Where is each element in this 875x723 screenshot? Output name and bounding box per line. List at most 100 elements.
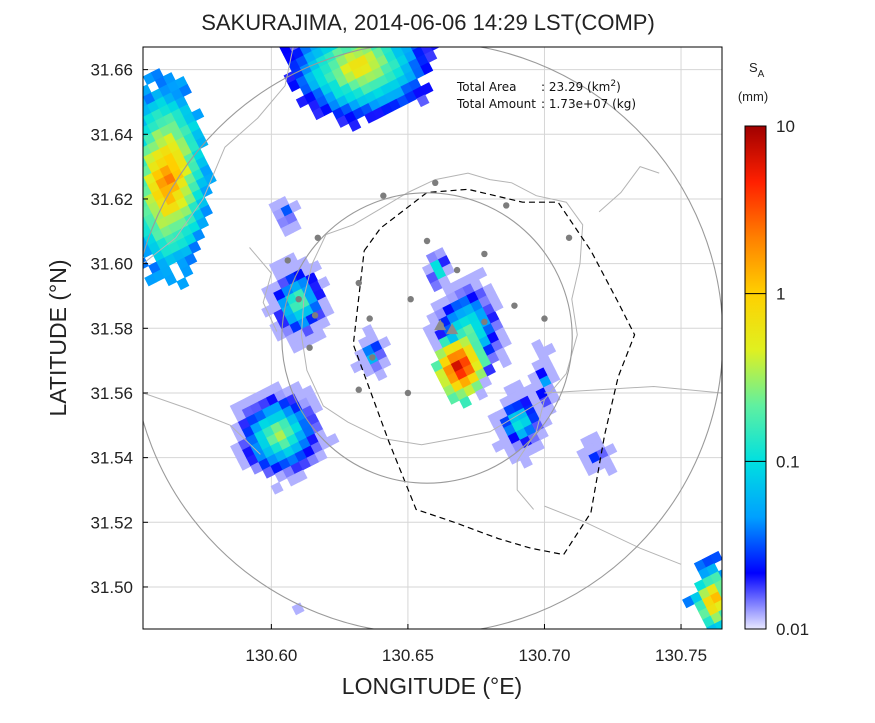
heatmap-cell xyxy=(604,443,618,456)
heatmap-cell xyxy=(203,172,217,186)
heatmap-cell xyxy=(143,257,149,271)
station-marker xyxy=(314,234,321,241)
heatmap-cell xyxy=(531,439,545,453)
station-marker xyxy=(407,296,414,303)
heatmap-cell xyxy=(547,370,561,384)
station-marker xyxy=(284,257,291,264)
x-tick-label: 130.60 xyxy=(245,646,297,665)
total-area-label: Total Area xyxy=(456,80,516,94)
colorbar-tick-label: 0.01 xyxy=(776,620,809,639)
ash-heatmap xyxy=(143,34,735,629)
heatmap-cell xyxy=(179,83,192,97)
coastline-segment xyxy=(143,47,294,264)
total-area-unit-sup: 2 xyxy=(610,79,616,89)
station-marker xyxy=(432,179,439,186)
stats-annotation: Total Area : 23.29 (km2) Total Amount : … xyxy=(456,79,636,111)
heatmap-cell xyxy=(335,47,349,48)
heatmap-cell xyxy=(192,228,206,242)
station-marker xyxy=(565,234,573,241)
heatmap-cell xyxy=(374,368,388,382)
station-marker xyxy=(366,315,373,322)
crater-markers xyxy=(434,319,459,335)
heatmap-cell xyxy=(722,615,735,628)
colorbar-tick-label: 10 xyxy=(776,117,795,136)
y-tick-label: 31.64 xyxy=(90,125,133,144)
coastline-segment xyxy=(598,166,660,213)
colorbar-title: SA xyxy=(749,60,765,80)
station-marker xyxy=(306,344,313,351)
heatmap-cell xyxy=(143,168,145,182)
y-tick-label: 31.52 xyxy=(90,513,133,532)
total-amount-label: Total Amount xyxy=(456,97,536,111)
radar-range-rings xyxy=(143,47,722,629)
y-tick-label: 31.60 xyxy=(90,255,133,274)
crater-triangle xyxy=(446,323,459,335)
heatmap-cell xyxy=(295,47,309,48)
heatmap-cell xyxy=(459,395,473,409)
coastline-segment xyxy=(143,392,261,455)
y-tick-label: 31.66 xyxy=(90,61,133,80)
station-marker xyxy=(311,312,319,319)
heatmap-cell xyxy=(722,575,735,588)
total-area-number: : 23.29 (km xyxy=(541,80,610,94)
heatmap-cell xyxy=(313,328,327,342)
coastline xyxy=(143,47,722,565)
coastline-segment xyxy=(300,172,584,446)
heatmap-cell xyxy=(543,403,557,417)
heatmap-cell xyxy=(378,356,392,370)
heatmap-cell xyxy=(483,363,496,377)
heatmap-cell xyxy=(176,277,190,291)
heatmap-cell xyxy=(326,433,340,446)
crater-triangle xyxy=(434,319,447,331)
station-marker xyxy=(355,386,362,393)
heatmap-cell xyxy=(474,266,488,280)
x-tick-label: 130.65 xyxy=(382,646,434,665)
heatmap-cell xyxy=(420,62,434,75)
station-marker xyxy=(369,354,376,361)
x-tick-label: 130.70 xyxy=(518,646,570,665)
heatmap-cell xyxy=(180,265,194,278)
heatmap-cell xyxy=(416,94,430,108)
heatmap-cell xyxy=(714,599,722,613)
plot-area xyxy=(142,34,735,630)
station-marker xyxy=(511,302,518,309)
heatmap-cell xyxy=(317,276,331,290)
chart-title: SAKURAJIMA, 2014-06-06 14:29 LST(COMP) xyxy=(201,10,655,35)
colorbar-gradient xyxy=(744,125,767,630)
heatmap-cell xyxy=(709,550,722,564)
station-marker xyxy=(380,192,387,199)
heatmap-cell xyxy=(718,566,722,580)
heatmap-cell xyxy=(375,47,389,48)
heatmap-cell xyxy=(604,463,618,477)
colorbar-tick-label: 0.1 xyxy=(776,452,800,471)
heatmap-cell xyxy=(714,579,722,592)
heatmap-cell xyxy=(355,47,369,48)
heatmap-cell xyxy=(498,335,512,349)
x-axis-ticks: 130.60 130.65 130.70 130.75 xyxy=(245,624,707,665)
colorbar-unit: (mm) xyxy=(738,89,768,104)
heatmap-cell xyxy=(424,49,438,63)
heatmap-cell xyxy=(164,273,178,287)
heatmap-cell xyxy=(288,219,302,233)
colorbar-title-main: S xyxy=(749,60,758,75)
heatmap-cell xyxy=(543,342,557,356)
colorbar: SA (mm) 10 1 0.1 0.01 xyxy=(738,60,809,639)
station-marker xyxy=(355,279,362,287)
station-marker xyxy=(453,266,461,274)
heatmap-cell xyxy=(718,587,722,600)
heatmap-cell xyxy=(519,455,533,469)
y-tick-label: 31.56 xyxy=(90,384,133,403)
heatmap-cell xyxy=(188,240,202,254)
heatmap-cell xyxy=(428,47,442,51)
station-marker xyxy=(481,250,488,258)
x-tick-label: 130.75 xyxy=(655,646,707,665)
y-axis-ticks: 31.50 31.52 31.54 31.56 31.58 31.60 31.62 31.64… xyxy=(90,61,148,597)
heatmap-cell xyxy=(547,391,561,405)
heatmap-cell xyxy=(722,595,735,608)
heatmap-cell xyxy=(416,34,429,47)
heatmap-cell xyxy=(378,336,392,349)
y-tick-label: 31.62 xyxy=(90,190,133,209)
heatmap-cell xyxy=(184,252,198,266)
coastline-segment xyxy=(544,505,682,565)
coastline-segment xyxy=(516,399,545,510)
